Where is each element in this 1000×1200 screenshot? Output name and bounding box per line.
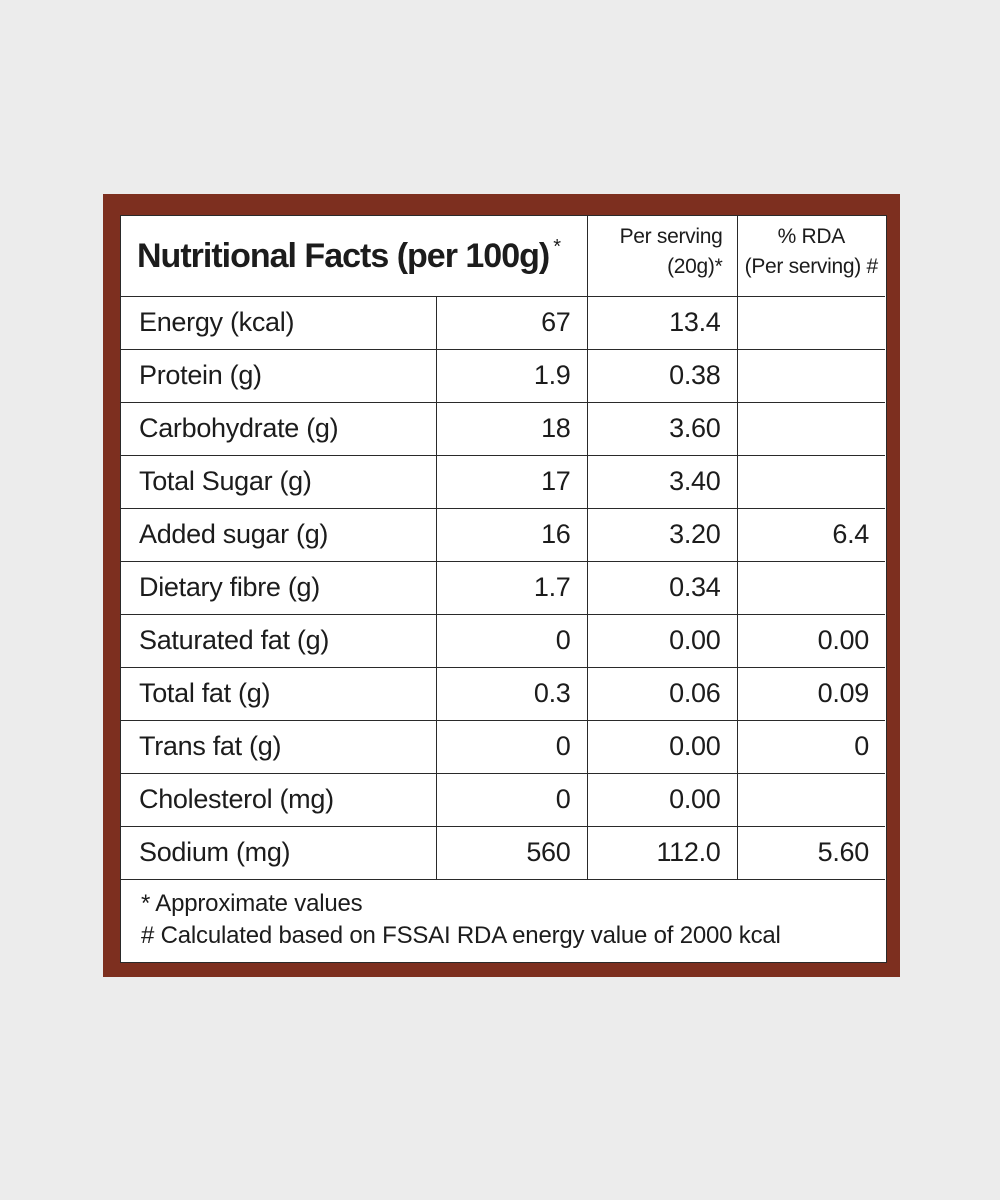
nutrient-name-cell: Trans fat (g) — [121, 719, 437, 774]
per-100g-value-cell: 1.7 — [435, 560, 588, 615]
label-frame: Nutritional Facts (per 100g) * Per servin… — [103, 194, 900, 977]
rda-value-cell: 0 — [736, 719, 885, 774]
per-serving-value-cell: 3.40 — [586, 454, 738, 509]
table-row: Dietary fibre (g) 1.7 0.34 — [121, 560, 885, 615]
per-100g-value-cell: 16 — [435, 507, 588, 562]
table-row: Carbohydrate (g) 18 3.60 — [121, 401, 885, 456]
per-100g-value-cell: 17 — [435, 454, 588, 509]
per-100g-value-cell: 0 — [435, 719, 588, 774]
per-100g-value-cell: 18 — [435, 401, 588, 456]
footnotes: * Approximate values # Calculated based … — [141, 888, 781, 952]
nutrient-name-cell: Protein (g) — [121, 348, 437, 403]
rda-value-cell: 0.00 — [736, 613, 885, 668]
per-serving-header: Per serving (20g)* — [586, 216, 738, 297]
nutrient-name-cell: Total Sugar (g) — [121, 454, 437, 509]
per-serving-value-cell: 0.38 — [586, 348, 738, 403]
nutrition-table: Nutritional Facts (per 100g) * Per servin… — [121, 216, 885, 880]
table-row: Total Sugar (g) 17 3.40 — [121, 454, 885, 509]
per-100g-value-cell: 67 — [435, 295, 588, 350]
rda-value-cell — [736, 401, 885, 456]
footnote-approximate: * Approximate values — [141, 890, 363, 917]
per-serving-value-cell: 0.34 — [586, 560, 738, 615]
rda-value-cell: 6.4 — [736, 507, 885, 562]
table-row: Saturated fat (g) 0 0.00 0.00 — [121, 613, 885, 668]
nutrient-name-cell: Added sugar (g) — [121, 507, 437, 562]
table-row: Energy (kcal) 67 13.4 — [121, 295, 885, 350]
per-serving-value-cell: 13.4 — [586, 295, 738, 350]
rda-value-cell: 0.09 — [736, 666, 885, 721]
rda-value-cell — [736, 772, 885, 827]
rda-value-cell — [736, 560, 885, 615]
table-row: Sodium (mg) 560 112.0 5.60 — [121, 825, 885, 880]
rda-value-cell — [736, 454, 885, 509]
table-title: Nutritional Facts (per 100g) * — [121, 216, 588, 297]
nutrient-name-cell: Energy (kcal) — [121, 295, 437, 350]
table-row: Trans fat (g) 0 0.00 0 — [121, 719, 885, 774]
per-serving-value-cell: 3.60 — [586, 401, 738, 456]
per-100g-value-cell: 0 — [435, 772, 588, 827]
per-serving-value-cell: 0.00 — [586, 772, 738, 827]
table-header-row: Nutritional Facts (per 100g) * Per servin… — [121, 216, 885, 297]
nutrient-name-cell: Dietary fibre (g) — [121, 560, 437, 615]
table-row: Cholesterol (mg) 0 0.00 — [121, 772, 885, 827]
nutrient-name-cell: Sodium (mg) — [121, 825, 437, 880]
rda-header-line2: (Per serving) # — [744, 255, 879, 278]
per-serving-value-cell: 0.00 — [586, 719, 738, 774]
nutrient-name-cell: Total fat (g) — [121, 666, 437, 721]
table-title-text: Nutritional Facts (per 100g) — [137, 236, 550, 275]
rda-header-line1: % RDA — [777, 225, 846, 248]
title-asterisk: * — [553, 235, 561, 258]
per-serving-header-line1: Per serving — [619, 225, 723, 248]
rda-header: % RDA (Per serving) # — [736, 216, 885, 297]
per-100g-value-cell: 1.9 — [435, 348, 588, 403]
table-row: Total fat (g) 0.3 0.06 0.09 — [121, 666, 885, 721]
per-serving-value-cell: 0.06 — [586, 666, 738, 721]
table-row: Protein (g) 1.9 0.38 — [121, 348, 885, 403]
per-serving-value-cell: 3.20 — [586, 507, 738, 562]
per-serving-value-cell: 112.0 — [586, 825, 738, 880]
per-serving-value-cell: 0.00 — [586, 613, 738, 668]
rda-value-cell: 5.60 — [736, 825, 885, 880]
nutrient-name-cell: Saturated fat (g) — [121, 613, 437, 668]
footnote-calculation: # Calculated based on FSSAI RDA energy v… — [141, 922, 781, 949]
nutrition-panel: Nutritional Facts (per 100g) * Per servin… — [120, 215, 887, 963]
nutrient-name-cell: Cholesterol (mg) — [121, 772, 437, 827]
rda-value-cell — [736, 295, 885, 350]
table-row: Added sugar (g) 16 3.20 6.4 — [121, 507, 885, 562]
per-100g-value-cell: 0 — [435, 613, 588, 668]
per-100g-value-cell: 0.3 — [435, 666, 588, 721]
nutrient-name-cell: Carbohydrate (g) — [121, 401, 437, 456]
per-serving-header-line2: (20g)* — [667, 255, 723, 278]
per-100g-value-cell: 560 — [435, 825, 588, 880]
rda-value-cell — [736, 348, 885, 403]
